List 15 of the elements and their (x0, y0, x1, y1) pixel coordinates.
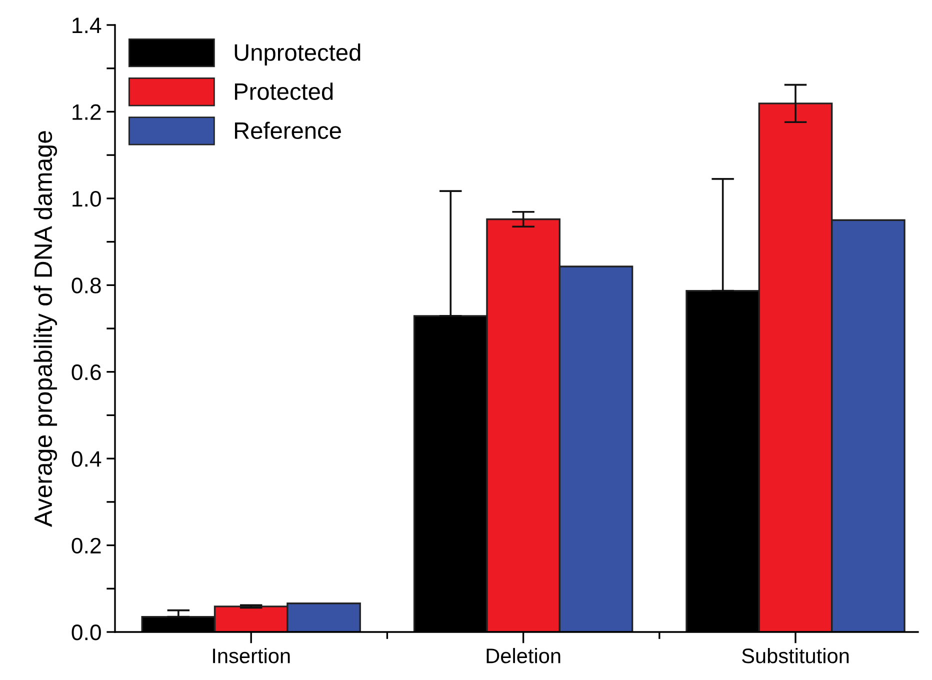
y-tick-label: 0.2 (72, 538, 101, 554)
legend-label: Unprotected (234, 44, 360, 66)
y-tick-label: 0.0 (72, 624, 101, 640)
y-axis-title: Average propability of DNA damage (34, 131, 58, 527)
y-tick-label: 0.4 (72, 451, 102, 467)
y-tick-label: 0.6 (72, 364, 101, 380)
y-tick-label: 1.0 (72, 190, 101, 207)
legend-label: Reference (234, 122, 341, 140)
legend-label: Protected (234, 82, 333, 100)
x-tick-label: Substitution (742, 648, 849, 664)
y-tick-label: 0.8 (72, 278, 101, 294)
x-tick-label: Insertion (213, 648, 290, 664)
y-tick-label: 1.4 (72, 18, 102, 34)
x-tick-label: Deletion (486, 648, 560, 664)
y-tick-label: 1.2 (72, 104, 101, 120)
